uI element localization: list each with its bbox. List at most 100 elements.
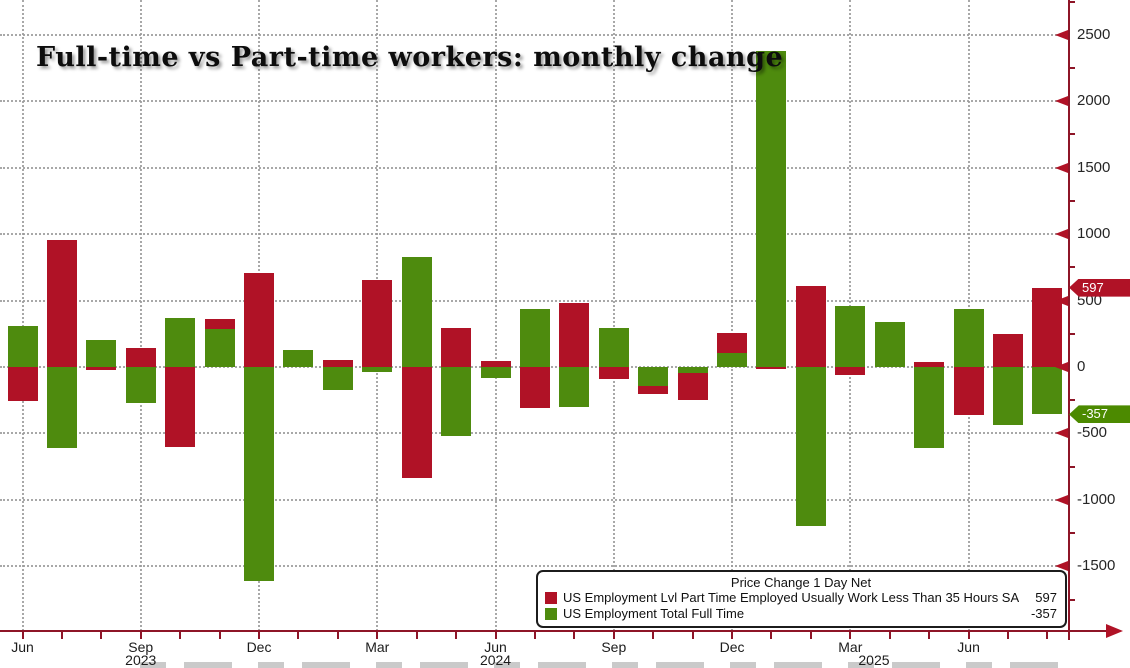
legend-label: US Employment Lvl Part Time Employed Usu… — [563, 590, 1020, 605]
gridline-horizontal — [0, 166, 1068, 169]
y-axis-minor-tick — [1068, 532, 1075, 535]
bar-part-time — [46, 240, 77, 367]
bar-part-time — [756, 367, 787, 369]
bar-full-time — [1032, 367, 1063, 415]
y-axis-tick-arrow-icon — [1055, 96, 1068, 107]
x-axis-line — [0, 630, 1107, 632]
bar-full-time — [795, 367, 826, 527]
x-axis-month-tick — [179, 632, 182, 639]
x-axis-arrow-icon — [1106, 624, 1123, 638]
x-axis-tick-label: Dec — [719, 639, 745, 655]
x-axis-tick-label: Jun — [957, 639, 980, 655]
legend-value: -357 — [1030, 606, 1057, 621]
gridline-horizontal — [0, 233, 1068, 236]
legend-value: 597 — [1035, 590, 1057, 605]
bar-part-time — [86, 367, 117, 370]
x-axis-tick-label: Jun — [11, 639, 34, 655]
x-axis-tick-label: Dec — [246, 639, 272, 655]
y-axis-tick-label: 2500 — [1077, 25, 1111, 43]
bar-full-time — [125, 367, 156, 403]
y-axis-minor-tick — [1068, 598, 1075, 601]
x-axis-month-tick — [612, 632, 615, 639]
gridline-horizontal — [0, 299, 1068, 302]
chart-title: Full-time vs Part-time workers: monthly … — [36, 42, 784, 73]
bar-full-time — [322, 367, 353, 390]
part-time-swatch-icon — [545, 592, 557, 604]
gridline-horizontal — [0, 498, 1068, 501]
x-axis-month-tick — [573, 632, 576, 639]
bar-part-time — [795, 285, 826, 367]
full-time-swatch-icon — [545, 608, 557, 620]
bar-full-time — [401, 256, 432, 367]
x-axis-month-tick — [218, 632, 221, 639]
x-axis-month-tick — [494, 632, 497, 639]
bar-full-time — [244, 367, 275, 581]
y-axis-tick-label: 0 — [1077, 358, 1086, 375]
bar-full-time — [638, 367, 669, 386]
x-axis-month-tick — [731, 632, 734, 639]
bar-part-time — [914, 361, 945, 367]
gridline-vertical — [731, 0, 734, 631]
bar-full-time — [519, 309, 550, 367]
bar-full-time — [441, 367, 472, 437]
tag-part-time-last-value: 597 — [1069, 278, 1130, 297]
x-axis-month-tick — [336, 632, 339, 639]
bar-part-time — [7, 367, 38, 401]
x-axis-tick-label: Jun — [484, 639, 507, 655]
x-axis-month-tick — [21, 632, 24, 639]
y-axis-line — [1068, 0, 1070, 640]
legend-row-full-time[interactable]: US Employment Total Full Time -357 — [545, 606, 1057, 622]
legend: Price Change 1 Day Net US Employment Lvl… — [536, 570, 1067, 628]
bar-part-time — [953, 367, 984, 415]
x-axis-month-tick — [376, 632, 379, 639]
x-axis-month-tick — [139, 632, 142, 639]
gridline-horizontal — [0, 565, 1068, 568]
x-axis-month-tick — [928, 632, 931, 639]
bar-full-time — [480, 367, 511, 378]
y-axis-tick-label: -1500 — [1077, 557, 1116, 575]
bar-full-time — [717, 353, 748, 367]
y-axis-minor-tick — [1068, 0, 1075, 3]
x-axis-month-tick — [967, 632, 970, 639]
y-axis-tick-label: 1000 — [1077, 225, 1111, 243]
x-axis-month-tick — [888, 632, 891, 639]
bar-full-time — [756, 50, 787, 367]
x-axis-month-tick — [1046, 632, 1049, 639]
y-axis-minor-tick — [1068, 67, 1075, 70]
bar-part-time — [480, 360, 511, 367]
y-axis-tick-arrow-icon — [1055, 362, 1068, 372]
x-axis-tick-label: Mar — [365, 639, 390, 655]
bar-part-time — [322, 360, 353, 367]
bar-full-time — [953, 309, 984, 367]
bar-part-time — [165, 367, 196, 447]
bar-full-time — [559, 367, 590, 407]
y-axis-minor-tick — [1068, 399, 1075, 402]
y-axis-tick-arrow-icon — [1055, 561, 1068, 572]
y-axis-tick-label: 1500 — [1077, 158, 1111, 176]
legend-row-part-time[interactable]: US Employment Lvl Part Time Employed Usu… — [545, 590, 1057, 606]
x-axis-month-tick — [258, 632, 261, 639]
y-axis-tick-label: -500 — [1077, 424, 1108, 442]
y-axis-tick-arrow-icon — [1055, 295, 1068, 306]
bar-full-time — [993, 367, 1023, 426]
x-axis-tick-label: Sep — [128, 639, 154, 655]
x-axis-month-tick — [100, 632, 103, 639]
bar-full-time — [165, 317, 196, 367]
tag-full-time-last-value: -357 — [1069, 405, 1130, 424]
bar-full-time — [835, 305, 866, 367]
y-axis-minor-tick — [1068, 133, 1075, 136]
y-axis-tick-arrow-icon — [1055, 494, 1068, 505]
x-axis-year-label: 2023 — [125, 652, 157, 668]
gridline-vertical — [21, 0, 24, 631]
x-axis-year-label: 2025 — [858, 652, 890, 668]
gridline-vertical — [139, 0, 142, 631]
x-axis-tick-label: Mar — [838, 639, 863, 655]
x-axis-month-tick — [297, 632, 300, 639]
bar-full-time — [362, 367, 393, 372]
bar-full-time — [598, 328, 629, 367]
x-axis-tick-label: Sep — [601, 639, 627, 655]
x-axis-month-tick — [652, 632, 655, 639]
y-axis-minor-tick — [1068, 332, 1075, 335]
gridline-vertical — [494, 0, 497, 631]
